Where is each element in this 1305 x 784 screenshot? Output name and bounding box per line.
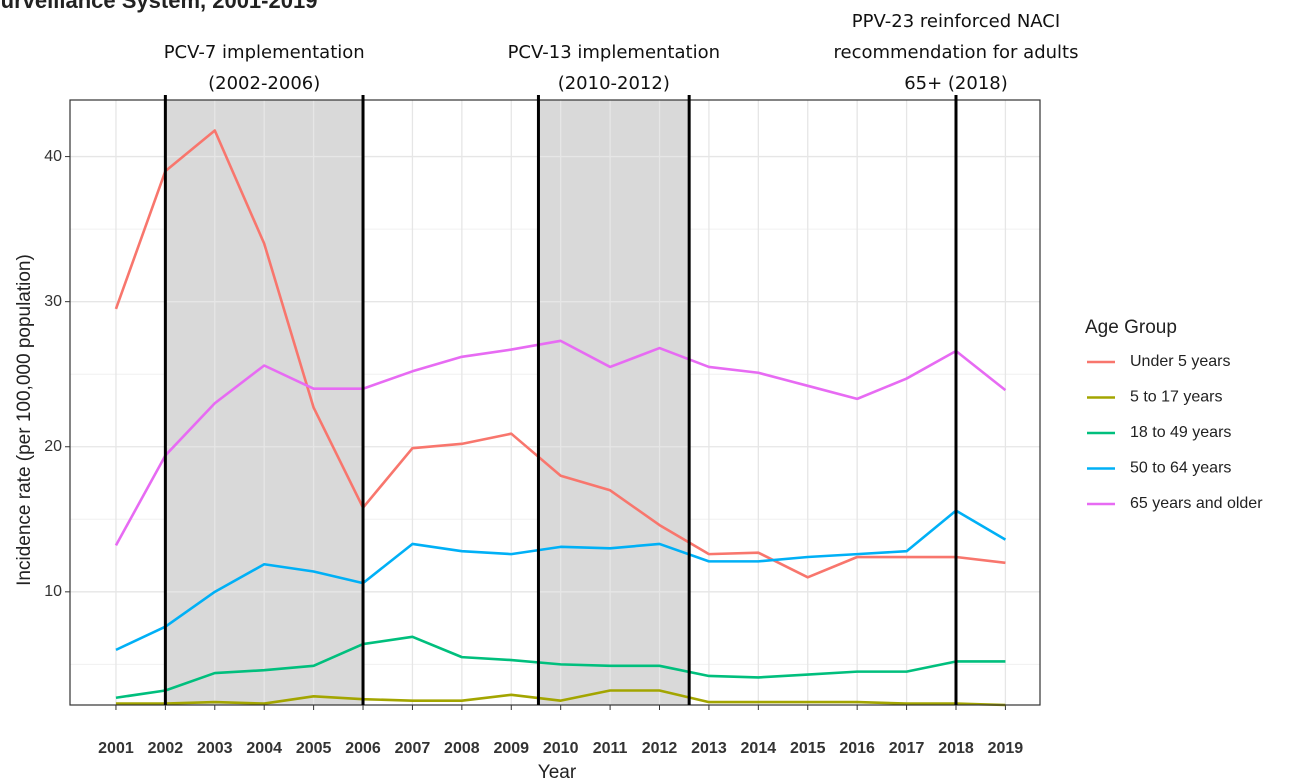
x-tick-label: 2010 (543, 740, 579, 757)
x-tick-label: 2018 (938, 740, 974, 757)
x-tick-label: 2015 (790, 740, 826, 757)
legend-title: Age Group (1085, 317, 1177, 338)
x-tick-label: 2004 (246, 740, 282, 757)
y-tick-label: 20 (44, 438, 62, 455)
series-line (114, 129, 1006, 579)
annotation-text: PCV-7 implementation (164, 42, 365, 63)
chart-title: Surveillance System, 2001-2019 (0, 0, 317, 13)
series-line (115, 635, 1006, 700)
plot-border (69, 99, 1041, 706)
y-tick-label: 10 (44, 583, 62, 600)
legend-label: Under 5 years (1130, 353, 1231, 370)
x-tick-label: 2003 (197, 740, 233, 757)
x-tick-label: 2016 (839, 740, 875, 757)
x-tick-label: 2006 (345, 740, 381, 757)
annotation-text: (2002-2006) (208, 73, 320, 94)
annotation-text: PPV-23 reinforced NACI (852, 11, 1060, 32)
legend-label: 5 to 17 years (1130, 389, 1223, 406)
legend-label: 65 years and older (1130, 495, 1263, 512)
x-tick-label: 2014 (741, 740, 777, 757)
annotation-text: 65+ (2018) (904, 73, 1008, 94)
series-line (114, 339, 1007, 547)
y-axis-label: Incidence rate (per 100,000 population) (14, 254, 35, 586)
y-tick-label: 30 (44, 293, 62, 310)
x-tick-label: 2001 (98, 740, 134, 757)
legend-label: 18 to 49 years (1130, 424, 1231, 441)
x-tick-label: 2005 (296, 740, 332, 757)
shaded-region (538, 100, 690, 705)
x-axis-label: Year (538, 762, 577, 783)
annotation-text: recommendation for adults (834, 42, 1079, 63)
x-tick-label: 2013 (691, 740, 727, 757)
annotation-text: (2010-2012) (558, 73, 670, 94)
x-tick-label: 2012 (642, 740, 678, 757)
series-line (115, 689, 1006, 707)
annotation-text: PCV-13 implementation (508, 42, 720, 63)
legend-label: 50 to 64 years (1130, 460, 1231, 477)
x-tick-label: 2008 (444, 740, 480, 757)
x-tick-label: 2019 (988, 740, 1024, 757)
y-tick-label: 40 (44, 148, 62, 165)
x-tick-label: 2017 (889, 740, 925, 757)
x-tick-label: 2009 (493, 740, 529, 757)
x-tick-label: 2007 (395, 740, 431, 757)
x-tick-label: 2002 (148, 740, 184, 757)
series-line (115, 509, 1007, 652)
x-tick-label: 2011 (593, 740, 628, 757)
